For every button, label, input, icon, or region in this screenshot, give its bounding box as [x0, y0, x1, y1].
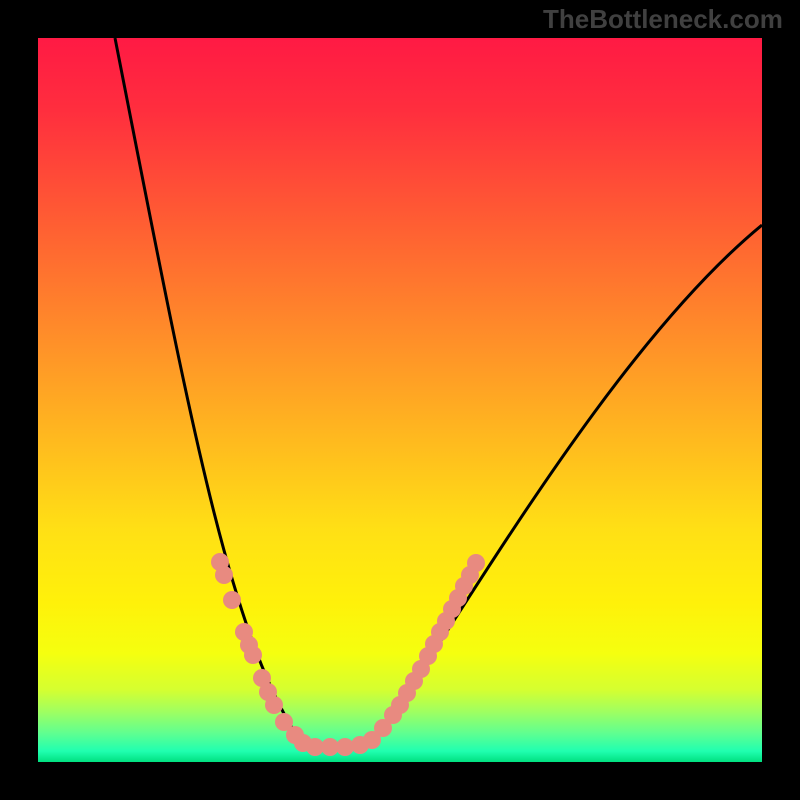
right-curve — [372, 225, 762, 745]
data-marker — [467, 554, 485, 572]
marker-group — [211, 553, 485, 756]
data-marker — [215, 566, 233, 584]
watermark-text: TheBottleneck.com — [543, 4, 783, 35]
data-marker — [244, 646, 262, 664]
data-marker — [223, 591, 241, 609]
data-marker — [265, 696, 283, 714]
chart-svg — [38, 38, 762, 762]
left-curve — [115, 38, 303, 745]
chart-container — [38, 38, 762, 762]
